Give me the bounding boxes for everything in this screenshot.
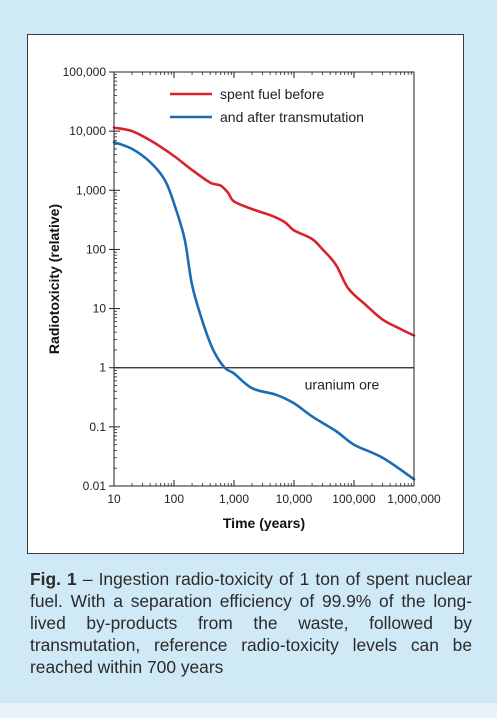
y-tick-label: 100: [86, 242, 106, 256]
bottom-strip: [0, 703, 497, 718]
legend-after-transmutation-label: and after transmutation: [220, 109, 364, 125]
spent-fuel-before-line: [112, 126, 416, 337]
caption-text: – Ingestion radio-toxicity of 1 ton of s…: [30, 569, 472, 677]
x-tick-label: 100,000: [332, 492, 376, 506]
uranium-ore-label: uranium ore: [305, 377, 380, 393]
y-tick-label: 100,000: [63, 65, 107, 79]
y-tick-label: 10,000: [69, 124, 106, 138]
legend-spent-fuel-before-label: spent fuel before: [220, 86, 325, 102]
x-axis-title: Time (years): [223, 515, 305, 531]
figure-label: Fig. 1: [30, 569, 77, 589]
plot-frame: [113, 71, 415, 487]
x-tick-label: 100: [164, 492, 184, 506]
radiotoxicity-chart: 10 100 1,000 10,000 100,000 1,000,000 100,000 1…: [46, 65, 441, 531]
y-tick-label: 1,000: [76, 183, 106, 197]
x-tick-label: 1,000: [219, 492, 249, 506]
y-tick-label: 10: [93, 302, 107, 316]
y-tick-label: 0.1: [89, 420, 106, 434]
x-tick-label: 10: [107, 492, 121, 506]
after-transmutation-line: [112, 140, 416, 481]
x-tick-label: 10,000: [276, 492, 313, 506]
chart-panel: 10 100 1,000 10,000 100,000 1,000,000 100,000 1…: [27, 34, 464, 554]
y-tick-label: 0.01: [83, 479, 107, 493]
x-tick-label: 1,000,000: [387, 492, 441, 506]
figure-caption: Fig. 1 – Ingestion radio-toxicity of 1 t…: [30, 568, 472, 678]
y-axis-title: Radiotoxicity (relative): [46, 204, 62, 354]
y-tick-label: 1: [99, 361, 106, 375]
